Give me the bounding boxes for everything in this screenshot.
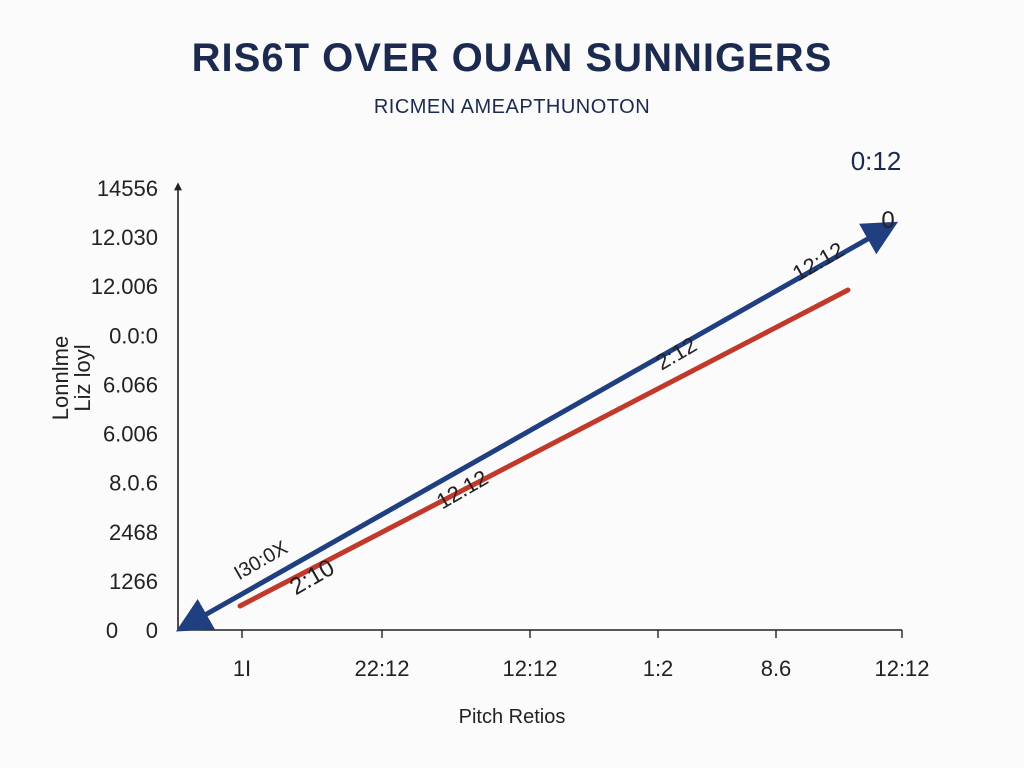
annotation-label: 12.12 [432,465,492,514]
x-tick-label: 8.6 [761,656,792,681]
annotation-label: 0:12 [851,146,902,176]
annotation-label: I30:0X [230,537,291,585]
y-tick-label: 0 [146,618,158,643]
chart-subtitle: RICMEN AMEAPTHUNOTON [373,96,651,118]
y-tick-label: 12.006 [91,274,158,299]
x-axis-label: Pitch Retios [458,706,566,728]
y-tick-label: 14556 [97,176,158,201]
y-tick-label: 6.066 [103,372,158,397]
y-tick-label: 0.0:0 [109,323,158,348]
annotation-label: 12:12 [788,237,848,286]
x-tick-label: 1:2 [643,656,674,681]
y-tick-label: 12.030 [91,225,158,250]
series-line-2 [237,287,851,609]
y-tick-label: 2468 [109,520,158,545]
x-tick-label: 12:12 [502,656,557,681]
x-tick-label: 12:12 [874,656,929,681]
y-axis-label-text: Lonnlme Liz loyl [48,335,95,421]
annotation-label: 0 [881,207,894,234]
y-tick-label: 1266 [109,569,158,594]
chart-title: RIS6T OVER OUAN SUNNIGERS [191,36,833,80]
series-line-1 [175,221,899,632]
y-tick-label: 8.0.6 [109,471,158,496]
origin-label: 0 [106,618,118,643]
x-tick-label: 1I [233,656,251,681]
y-axis-label: Lonnlme Liz loyl [48,335,95,421]
y-tick-label: 6.006 [103,422,158,447]
x-tick-label: 22:12 [354,656,409,681]
